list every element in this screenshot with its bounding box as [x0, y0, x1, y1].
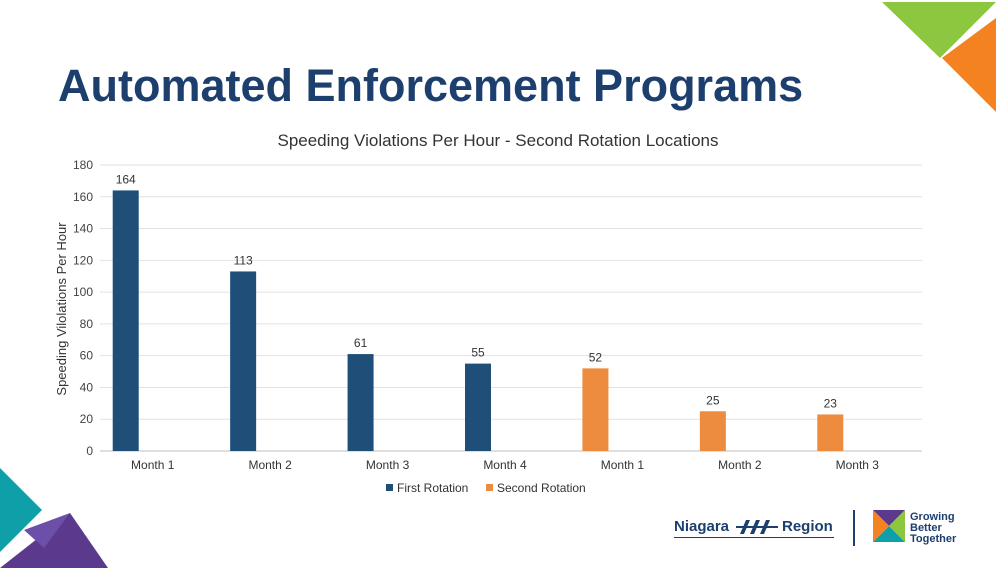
- bars: [112, 190, 844, 451]
- y-tick-label: 20: [80, 412, 94, 426]
- niagara-region-logo: Niagara Region: [674, 512, 834, 540]
- y-tick-label: 40: [80, 380, 94, 394]
- gridlines: [100, 164, 922, 452]
- x-axis-ticks: Month 1 Month 2 Month 3 Month 4 Month 1 Month…: [131, 458, 879, 472]
- growing-better-together-icon: [873, 510, 905, 542]
- data-labels: 164 113 61 55 52 25 23: [116, 172, 838, 410]
- x-tick-label: Month 1: [601, 458, 645, 472]
- niagara-logo-right-text: Region: [782, 518, 833, 535]
- y-tick-label: 180: [73, 158, 93, 172]
- data-label: 55: [471, 346, 485, 360]
- data-label: 25: [706, 393, 720, 407]
- y-tick-label: 140: [73, 222, 93, 236]
- y-tick-label: 80: [80, 317, 94, 331]
- legend-label: First Rotation: [397, 481, 468, 495]
- footer-divider: [853, 510, 855, 546]
- data-label: 52: [589, 350, 603, 364]
- bar: [112, 190, 139, 451]
- y-axis-label: Speeding Vilolations Per Hour: [54, 222, 69, 396]
- bar: [347, 354, 374, 451]
- data-label: 113: [234, 253, 253, 267]
- growing-better-together-text: Growing Better Together: [910, 512, 990, 545]
- teal-corner-shape: [0, 468, 42, 552]
- bar: [817, 414, 844, 451]
- y-tick-label: 160: [73, 190, 93, 204]
- legend-swatch: [386, 484, 393, 491]
- gbt-line-1: Growing: [910, 511, 955, 523]
- legend: First Rotation Second Rotation: [386, 481, 586, 495]
- slide-title: Automated Enforcement Programs: [58, 60, 804, 111]
- chart-title: Speeding Violations Per Hour - Second Ro…: [277, 131, 719, 150]
- gbt-line-3: Together: [910, 533, 957, 545]
- data-label: 61: [354, 336, 368, 350]
- purple-corner-shape: [0, 513, 108, 568]
- legend-swatch: [486, 484, 493, 491]
- niagara-logo-underline: [674, 537, 834, 538]
- bar: [230, 271, 257, 451]
- x-tick-label: Month 4: [483, 458, 527, 472]
- x-tick-label: Month 2: [248, 458, 292, 472]
- data-label: 164: [116, 172, 136, 186]
- green-corner-shape: [882, 2, 996, 58]
- y-tick-label: 60: [80, 349, 94, 363]
- y-tick-label: 0: [86, 444, 93, 458]
- purple-corner-shape-2: [24, 513, 70, 548]
- y-tick-label: 100: [73, 285, 93, 299]
- x-tick-label: Month 3: [836, 458, 880, 472]
- bar: [582, 368, 609, 451]
- y-tick-label: 120: [73, 253, 93, 267]
- gbt-line-2: Better: [910, 522, 942, 534]
- niagara-falls-icon: [736, 520, 778, 534]
- bar: [699, 411, 726, 451]
- x-tick-label: Month 3: [366, 458, 410, 472]
- x-tick-label: Month 1: [131, 458, 175, 472]
- niagara-logo-left-text: Niagara: [674, 518, 730, 535]
- data-label: 23: [824, 396, 838, 410]
- x-tick-label: Month 2: [718, 458, 762, 472]
- bar: [465, 363, 491, 451]
- legend-label: Second Rotation: [497, 481, 586, 495]
- orange-corner-shape: [942, 18, 996, 112]
- y-axis-ticks: 0 20 40 60 80 100 120 140 160 180: [73, 158, 93, 458]
